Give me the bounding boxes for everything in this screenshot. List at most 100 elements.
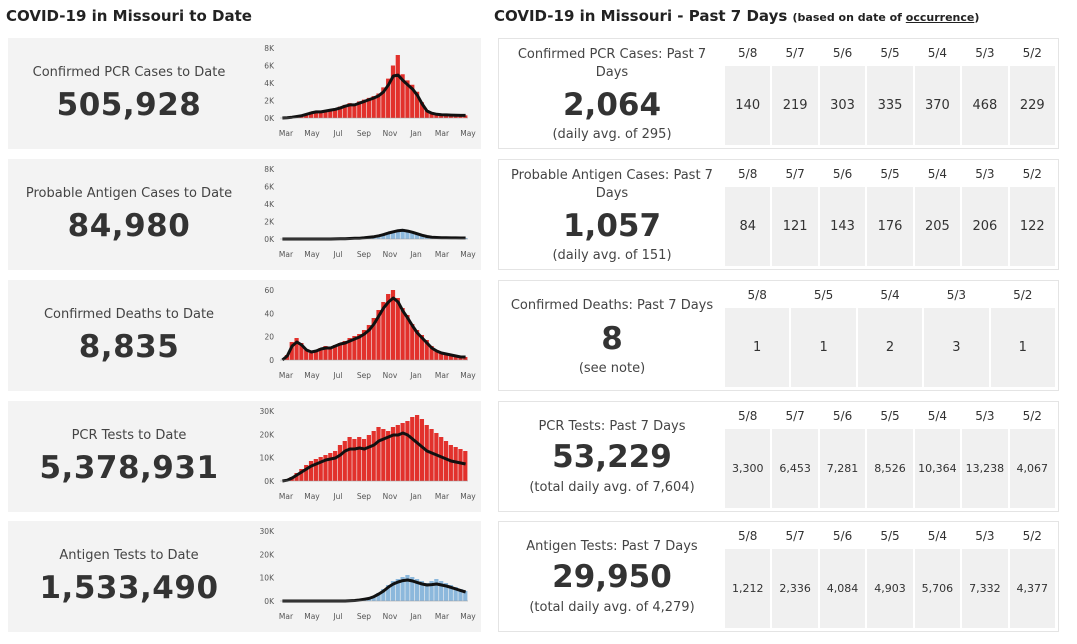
- card-value: 84,980: [67, 208, 191, 244]
- daily-value-cell[interactable]: 1: [990, 308, 1055, 387]
- note-prefix: (based on date of: [792, 11, 906, 24]
- daily-value-cell[interactable]: 1,212: [725, 549, 771, 628]
- daily-value-cell[interactable]: 1: [725, 308, 790, 387]
- daily-bar: [410, 84, 415, 118]
- daily-bar: [424, 583, 429, 601]
- date-header: 5/8: [738, 529, 758, 543]
- daily-value-cell[interactable]: 303: [819, 66, 866, 145]
- daily-value-cell[interactable]: 468: [962, 66, 1008, 145]
- daily-bar: [381, 429, 386, 481]
- daily-value-cell[interactable]: 229: [1009, 66, 1055, 145]
- daily-value-cell[interactable]: 5,706: [914, 549, 961, 628]
- daily-bar: [419, 235, 425, 239]
- daily-value-cell[interactable]: 140: [725, 66, 771, 145]
- card-value: 5,378,931: [39, 450, 219, 486]
- daily-value-cell[interactable]: 143: [819, 187, 866, 266]
- daily-bar: [308, 353, 314, 360]
- y-tick-label: 40: [264, 309, 274, 318]
- daily-value-cell[interactable]: 7,281: [819, 429, 866, 508]
- daily-bar: [414, 233, 420, 239]
- x-tick-label: Jan: [409, 250, 422, 259]
- date-header: 5/6: [832, 167, 853, 181]
- daily-bar: [381, 234, 386, 239]
- daily-bar: [400, 74, 405, 118]
- y-tick-label: 30K: [260, 407, 276, 416]
- card-value: 53,229: [552, 439, 672, 475]
- daily-value-cell[interactable]: 13,238: [962, 429, 1008, 508]
- daily-value-cell[interactable]: 370: [914, 66, 961, 145]
- daily-bar: [410, 324, 415, 360]
- y-tick-label: 4K: [264, 200, 275, 209]
- daily-value-cell[interactable]: 3: [924, 308, 989, 387]
- daily-value-cell[interactable]: 205: [914, 187, 961, 266]
- daily-bar: [424, 110, 429, 118]
- pcr-tests-7day-card: PCR Tests: Past 7 Days 53,229 (total dai…: [498, 401, 1059, 512]
- daily-value-cell[interactable]: 4,067: [1009, 429, 1055, 508]
- daily-bar: [361, 99, 367, 118]
- daily-bar: [386, 585, 391, 601]
- daily-value-cell[interactable]: 4,084: [819, 549, 866, 628]
- pcr-cases-trend-chart: 0K 2K 4K 6K 8K Mar May Jul Sep Nov Jan Mar May: [264, 44, 476, 138]
- card-label: Probable Antigen Cases to Date: [25, 186, 233, 201]
- daily-value-cell[interactable]: 1: [791, 308, 856, 387]
- date-header: 5/2: [1022, 46, 1042, 60]
- daily-bar: [313, 351, 318, 360]
- date-header: 5/4: [927, 529, 948, 543]
- daily-value-cell[interactable]: 335: [867, 66, 913, 145]
- daily-value-cell[interactable]: 4,903: [867, 549, 913, 628]
- daily-bar: [434, 350, 439, 360]
- daily-bar: [453, 447, 458, 481]
- daily-value-cell[interactable]: 10,364: [914, 429, 961, 508]
- daily-value-cell[interactable]: 2: [857, 308, 923, 387]
- daily-bar: [376, 427, 381, 481]
- date-header: 5/4: [927, 46, 948, 60]
- daily-bar: [323, 346, 328, 360]
- date-header: 5/2: [1022, 167, 1042, 181]
- y-tick-label: 0K: [264, 477, 275, 486]
- occurrence-link[interactable]: occurrence: [905, 11, 975, 24]
- x-tick-label: Jan: [409, 492, 422, 501]
- daily-value-cell[interactable]: 121: [772, 187, 818, 266]
- date-header: 5/2: [1013, 288, 1033, 302]
- daily-value-cell[interactable]: 122: [1009, 187, 1055, 266]
- daily-bar: [429, 112, 434, 118]
- daily-value-cell[interactable]: 7,332: [962, 549, 1008, 628]
- right-title: COVID-19 in Missouri - Past 7 Days (base…: [494, 7, 979, 25]
- daily-bar: [386, 232, 391, 239]
- daily-bar: [294, 338, 299, 360]
- daily-value-cell[interactable]: 2,336: [772, 549, 818, 628]
- daily-value-cell[interactable]: 6,453: [772, 429, 818, 508]
- daily-bar: [328, 453, 333, 481]
- daily-bar: [390, 290, 396, 360]
- daily-bar: [342, 104, 347, 118]
- daily-bar: [419, 102, 425, 118]
- x-tick-label: May: [304, 612, 320, 621]
- daily-bar: [410, 231, 415, 239]
- daily-bar: [386, 431, 391, 481]
- date-header: 5/3: [975, 46, 995, 60]
- daily-bar: [414, 415, 420, 481]
- daily-value-cell[interactable]: 206: [962, 187, 1008, 266]
- daily-bar: [371, 431, 376, 481]
- y-tick-label: 10K: [260, 574, 276, 583]
- daily-value-cell[interactable]: 4,377: [1009, 549, 1055, 628]
- seven-day-average-line: [282, 73, 466, 120]
- daily-bar: [405, 315, 410, 360]
- seven-day-average-line: [282, 431, 466, 483]
- daily-value-cell[interactable]: 8,526: [867, 429, 913, 508]
- card-subtext: (daily avg. of 295): [552, 127, 672, 142]
- daily-value-cell[interactable]: 84: [725, 187, 771, 266]
- daily-value-cell[interactable]: 219: [772, 66, 818, 145]
- daily-bar: [313, 459, 318, 481]
- card-label: Antigen Tests to Date: [59, 548, 199, 563]
- y-tick-label: 6K: [264, 183, 275, 192]
- daily-bar: [458, 589, 463, 601]
- date-header: 5/4: [927, 409, 948, 423]
- x-tick-label: May: [460, 129, 476, 138]
- daily-value-cell[interactable]: 176: [867, 187, 913, 266]
- daily-bar: [419, 419, 425, 481]
- deaths-card: Confirmed Deaths to Date 8,835 0 20 40 60 Ma…: [8, 280, 481, 391]
- daily-bar: [299, 469, 304, 481]
- daily-value-cell[interactable]: 3,300: [725, 429, 771, 508]
- daily-bar: [439, 437, 444, 481]
